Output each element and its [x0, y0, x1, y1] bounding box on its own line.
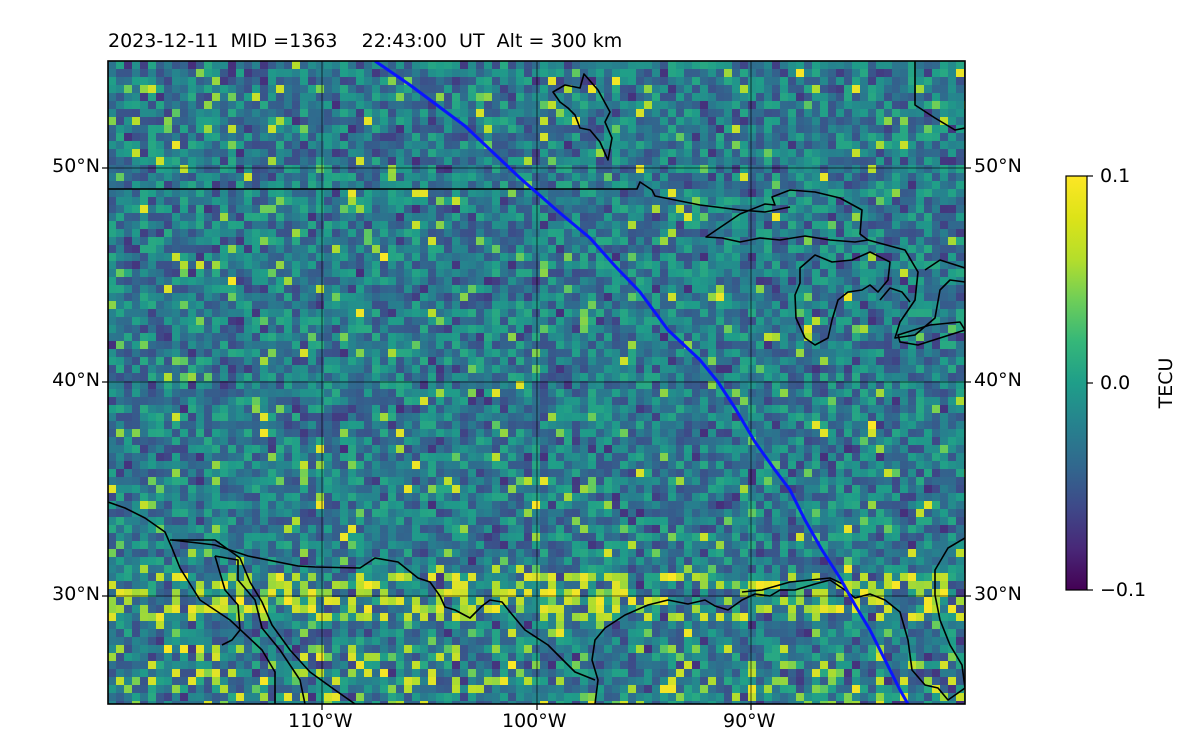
lat-label-right-40: 40°N — [974, 369, 1022, 391]
us-canada-border — [108, 181, 791, 213]
title-mid: MID =1363 — [230, 30, 338, 52]
pacific-coast — [108, 501, 276, 704]
colorbar-tick-max: 0.1 — [1100, 165, 1131, 187]
colorbar-tick-min: −0.1 — [1100, 579, 1147, 601]
colorbar-tick-zero: 0.0 — [1100, 372, 1131, 394]
lat-label-right-50: 50°N — [974, 155, 1022, 177]
lake-michigan — [794, 251, 891, 346]
lake-huron — [867, 239, 965, 339]
title-date: 2023-12-11 — [108, 30, 219, 52]
colorbar-label: TECU — [1155, 357, 1177, 409]
tec-heatmap — [108, 61, 965, 704]
title-time: 22:43:00 UT — [361, 30, 485, 52]
us-mexico-border — [171, 539, 596, 681]
lake-erie — [897, 321, 965, 346]
lat-label-left-40: 40°N — [52, 369, 100, 391]
title-alt: Alt = 300 km — [496, 30, 623, 52]
lat-label-left-50: 50°N — [52, 155, 100, 177]
gulf-coast — [591, 579, 965, 704]
coastlines-borders — [108, 61, 965, 704]
lake-superior — [705, 189, 869, 243]
hudson-bay-coast — [552, 73, 613, 161]
lat-label-left-30: 30°N — [52, 583, 100, 605]
lon-label-100w: 100°W — [502, 710, 567, 732]
plot-title: 2023-12-11 MID =1363 22:43:00 UT Alt = 3… — [108, 30, 622, 52]
colorbar — [1065, 175, 1088, 591]
tick-marks — [102, 167, 971, 710]
lon-label-110w: 110°W — [288, 710, 353, 732]
atlantic-coast — [934, 537, 965, 689]
lat-label-right-30: 30°N — [974, 583, 1022, 605]
satellite-track — [374, 61, 910, 704]
colorbar-ticks — [1087, 175, 1093, 591]
lon-label-90w: 90°W — [723, 710, 776, 732]
